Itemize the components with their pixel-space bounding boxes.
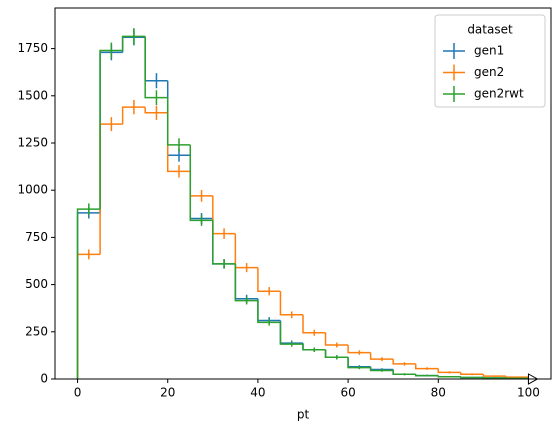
step-bin: [99, 49, 123, 210]
y-tick-label: 1500: [17, 88, 48, 102]
y-tick-label: 250: [25, 324, 48, 338]
step-bin: [76, 212, 101, 379]
step-bin: [302, 344, 326, 351]
legend-label: gen2rwt: [474, 87, 524, 101]
plot-frame: [54, 7, 552, 380]
step-bin: [257, 267, 281, 292]
step-bin: [279, 291, 303, 316]
step-bin: [369, 367, 394, 372]
step-bin: [212, 218, 236, 265]
step-bin: [166, 97, 191, 146]
series: [76, 99, 529, 379]
legend-label: gen1: [474, 44, 504, 58]
legend-label: gen2: [474, 65, 504, 79]
step-bin: [347, 357, 371, 369]
step-bin: [144, 36, 168, 99]
step-bin: [437, 375, 461, 378]
step-bin: [347, 345, 371, 354]
step-bin: [482, 374, 506, 377]
step-bin: [392, 370, 416, 376]
series: [76, 28, 529, 380]
step-bin: [234, 233, 258, 269]
step-bin: [460, 376, 484, 379]
x-tick-label: 0: [74, 386, 82, 400]
y-tick-label: 750: [25, 230, 48, 244]
x-tick-label: 100: [517, 386, 540, 400]
step-bin: [121, 35, 146, 51]
y-tick-label: 1000: [17, 183, 48, 197]
x-tick-label: 80: [431, 386, 446, 400]
step-bin: [189, 144, 213, 222]
step-bin: [482, 377, 506, 379]
y-tick-label: 1750: [17, 41, 48, 55]
step-bin: [212, 220, 236, 265]
step-bin: [414, 363, 439, 370]
step-bin: [144, 107, 168, 114]
legend-box: [434, 14, 546, 108]
step-bin: [257, 300, 281, 324]
step-bin: [324, 349, 349, 359]
x-tick-label: 40: [250, 386, 265, 400]
step-bin: [437, 368, 461, 374]
step-bin: [99, 51, 123, 213]
step-bin: [392, 359, 416, 365]
step-bin: [460, 372, 484, 376]
step-bin: [279, 320, 303, 344]
x-tick-label: 60: [340, 386, 355, 400]
step-bin: [189, 155, 213, 220]
step-bin: [212, 195, 236, 235]
y-tick-label: 500: [25, 277, 48, 291]
step-bin: [99, 123, 123, 255]
step-bin: [234, 263, 258, 302]
step-bin: [414, 374, 439, 377]
step-bin: [324, 332, 349, 346]
x-axis-label: pt: [297, 408, 310, 422]
x-tick-label: 20: [160, 386, 175, 400]
step-bin: [279, 322, 303, 345]
step-bin: [76, 253, 101, 379]
y-tick-label: 0: [40, 372, 48, 386]
step-bin: [121, 106, 146, 125]
legend-title: dataset: [467, 23, 513, 37]
y-tick-label: 1250: [17, 135, 48, 149]
step-bin: [505, 376, 529, 378]
step-bin: [302, 314, 326, 334]
step-bin: [76, 208, 101, 379]
step-bin: [369, 352, 394, 360]
